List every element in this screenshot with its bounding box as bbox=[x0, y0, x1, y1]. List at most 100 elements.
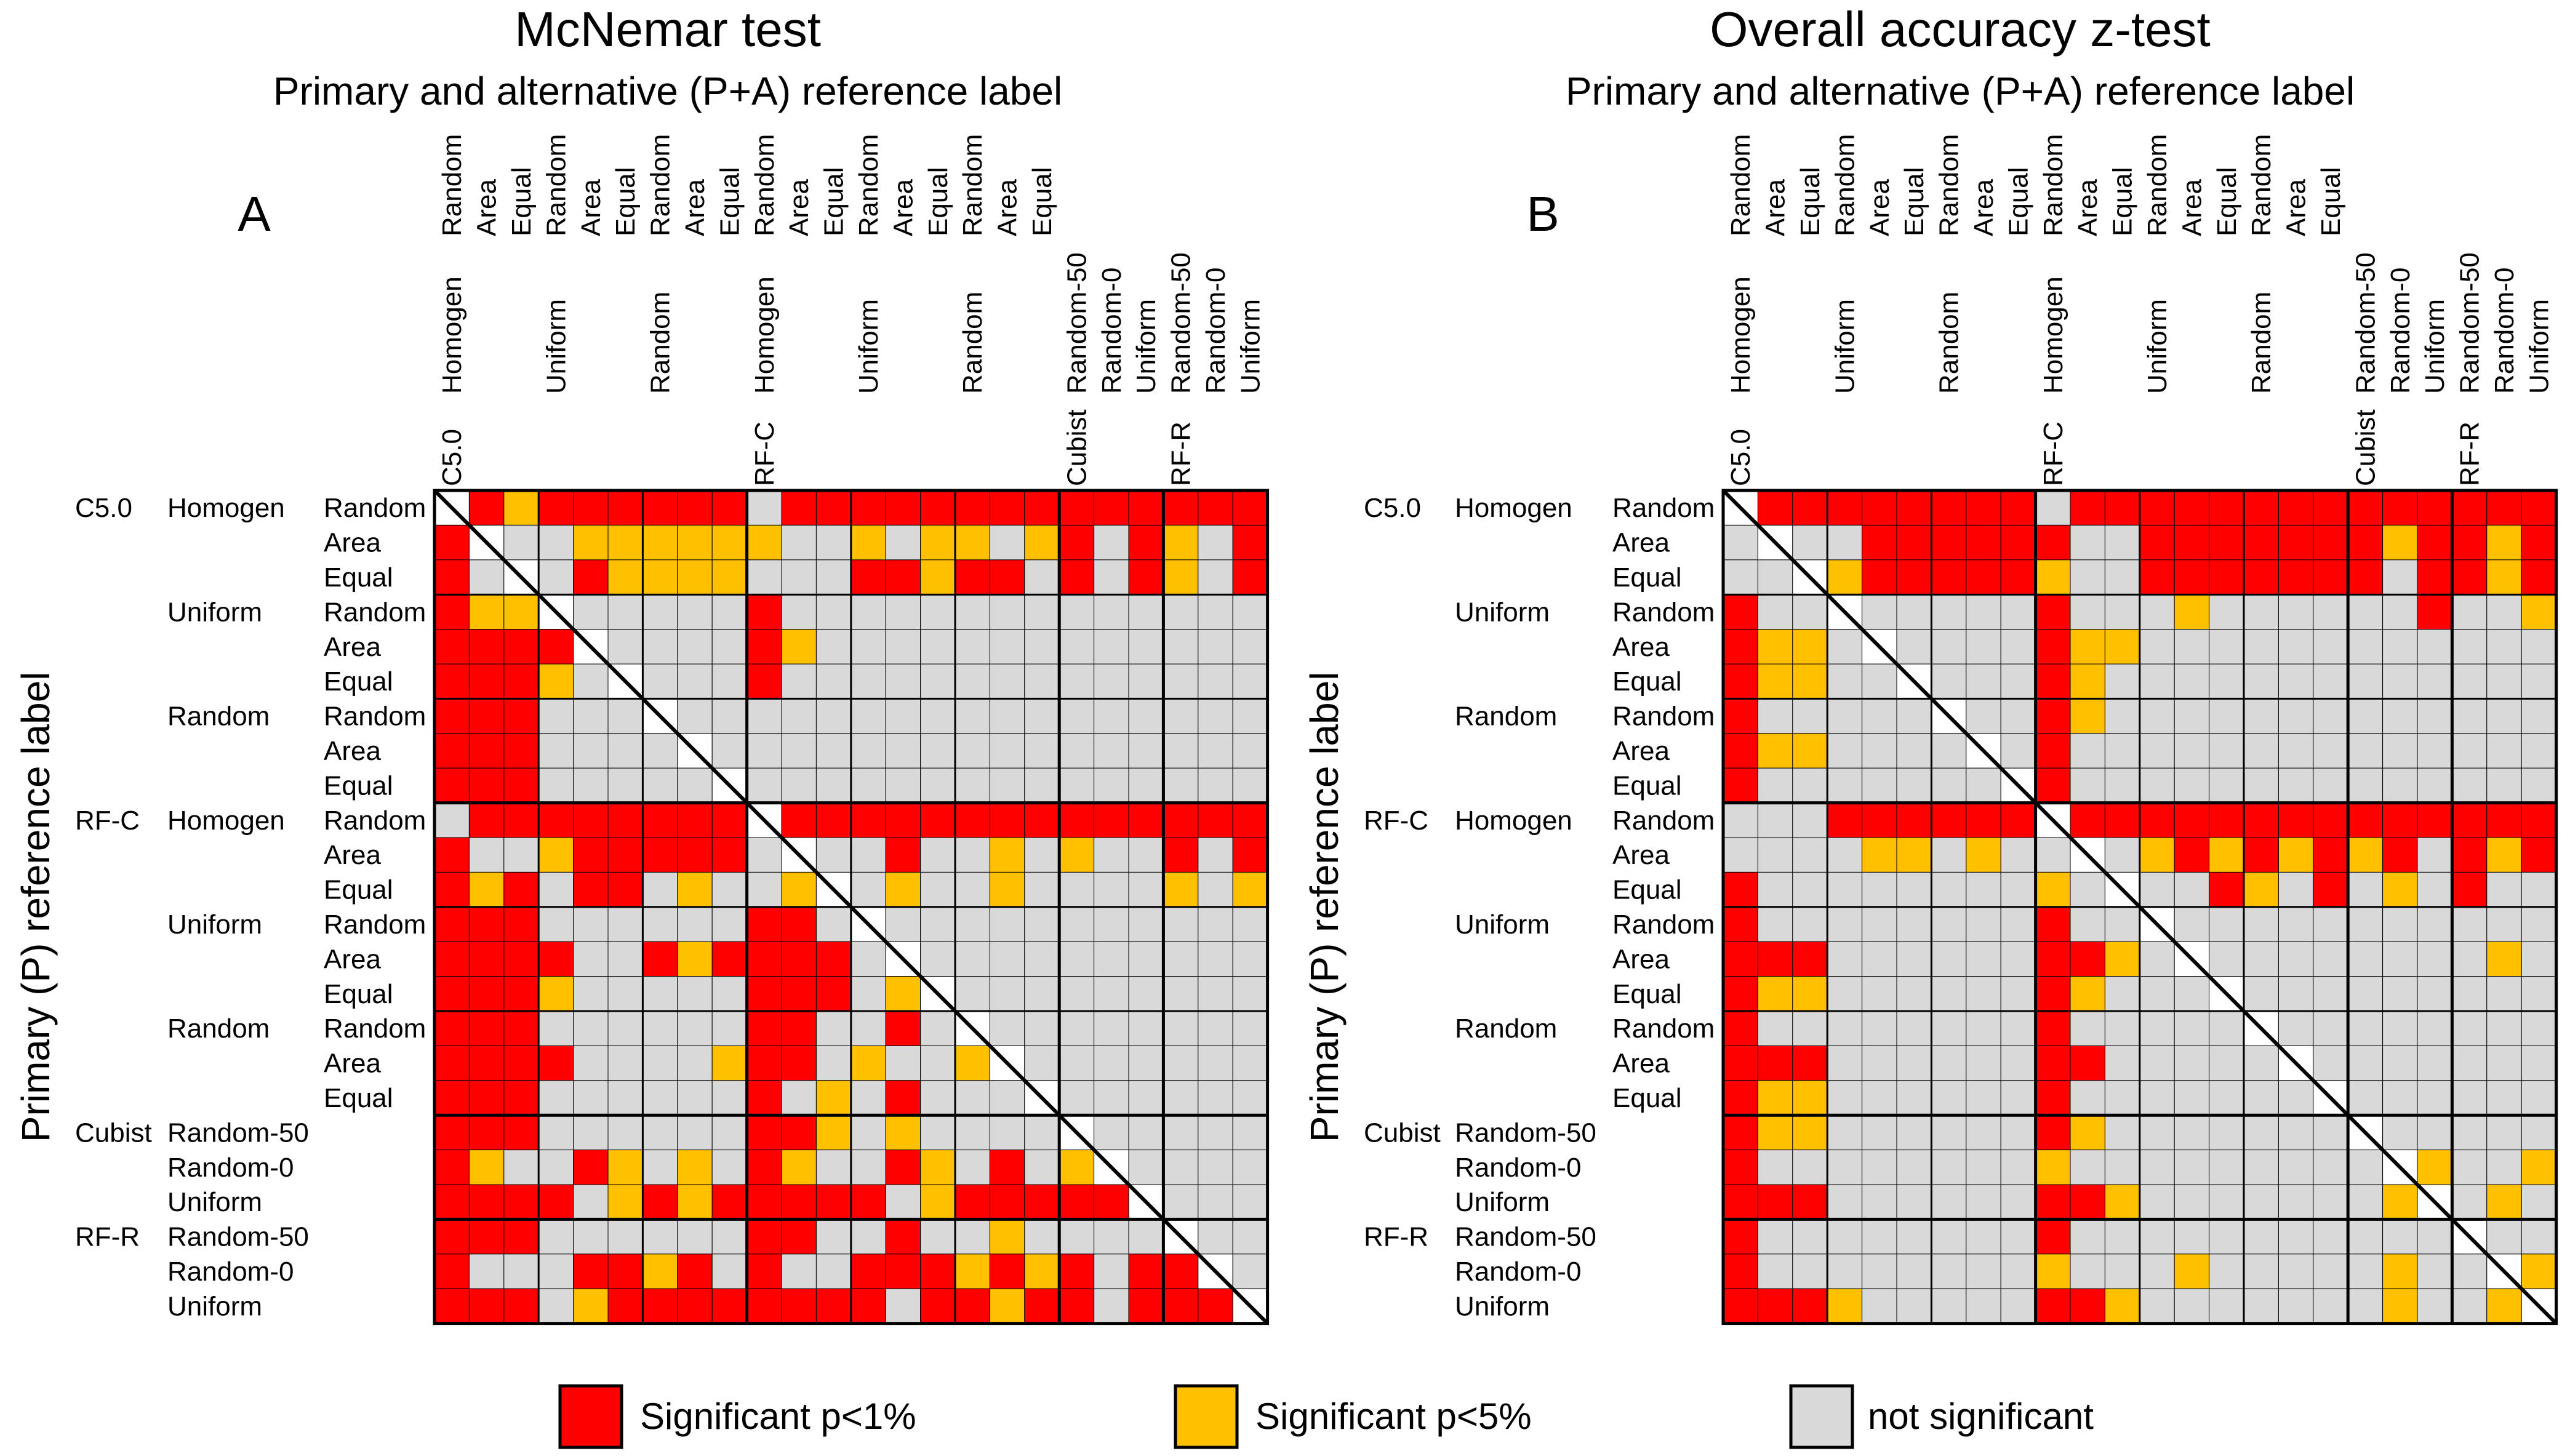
heatmap-cell bbox=[503, 524, 539, 561]
heatmap-cell bbox=[989, 594, 1025, 630]
column-allocation-label: Equal bbox=[2212, 167, 2242, 236]
heatmap-cell bbox=[2313, 1218, 2348, 1255]
heatmap-cell bbox=[1128, 941, 1164, 977]
heatmap-cell bbox=[885, 871, 921, 908]
heatmap-cell bbox=[2174, 524, 2210, 561]
heatmap-cell bbox=[538, 1010, 574, 1046]
heatmap-cell bbox=[1163, 976, 1199, 1012]
heatmap-cell bbox=[1024, 1184, 1060, 1220]
heatmap-cell bbox=[677, 698, 713, 734]
heatmap-cell bbox=[1024, 871, 1060, 908]
heatmap-cell bbox=[2486, 906, 2522, 942]
heatmap-cell bbox=[1723, 802, 1758, 838]
heatmap-cell bbox=[2521, 767, 2557, 804]
heatmap-cell bbox=[2104, 976, 2140, 1012]
heatmap-cell bbox=[1723, 906, 1758, 942]
heatmap-cell bbox=[503, 733, 539, 769]
heatmap-cell bbox=[2486, 524, 2522, 561]
heatmap-cell bbox=[747, 490, 782, 526]
heatmap-cell bbox=[468, 802, 505, 838]
heatmap-cell bbox=[2486, 1288, 2522, 1324]
heatmap-cell bbox=[1198, 871, 1233, 908]
column-allocation-label: Random bbox=[1726, 134, 1756, 236]
heatmap-cell bbox=[2382, 941, 2418, 977]
heatmap-cell bbox=[434, 1010, 470, 1046]
heatmap-cell bbox=[1931, 906, 1967, 942]
heatmap-cell bbox=[2174, 698, 2210, 734]
heatmap-cell bbox=[1966, 837, 2001, 873]
heatmap-cell bbox=[1757, 1045, 1793, 1081]
heatmap-cell bbox=[503, 1045, 539, 1081]
column-allocation-label: Area bbox=[1865, 179, 1895, 236]
row-allocation-label: Area bbox=[1612, 840, 1670, 870]
heatmap-cell bbox=[1966, 1080, 2001, 1116]
heatmap-cell bbox=[2035, 594, 2071, 630]
heatmap-cell bbox=[1059, 1010, 1095, 1046]
heatmap-cell bbox=[434, 594, 470, 630]
heatmap-cell bbox=[1198, 1045, 1233, 1081]
heatmap-cell bbox=[1966, 629, 2001, 665]
heatmap-cell bbox=[1163, 1114, 1199, 1151]
heatmap-cell bbox=[2313, 802, 2348, 838]
heatmap-cell bbox=[607, 1114, 643, 1151]
heatmap-cell bbox=[434, 1184, 470, 1220]
heatmap-cell bbox=[2104, 1114, 2140, 1151]
column-allocation-label: Random bbox=[958, 134, 988, 236]
row-sampling-label: Random-50 bbox=[1455, 1118, 1596, 1148]
heatmap-cell bbox=[1792, 976, 1828, 1012]
heatmap-cell bbox=[2104, 906, 2140, 942]
heatmap-cell bbox=[573, 524, 609, 561]
heatmap-cell bbox=[815, 1080, 852, 1116]
heatmap-cell bbox=[2521, 524, 2557, 561]
heatmap-cell bbox=[1198, 594, 1233, 630]
heatmap-cell bbox=[1827, 698, 1863, 734]
heatmap-cell bbox=[2243, 733, 2279, 769]
heatmap-cell bbox=[2104, 1254, 2140, 1289]
heatmap-cell bbox=[1896, 976, 1932, 1012]
heatmap-cell bbox=[2035, 559, 2071, 595]
column-model-label: C5.0 bbox=[1726, 429, 1756, 486]
row-sampling-label: Uniform bbox=[167, 597, 262, 627]
column-allocation-label: Random bbox=[1830, 134, 1860, 236]
heatmap-cell bbox=[989, 976, 1025, 1012]
column-model-label: RF-C bbox=[750, 422, 780, 486]
heatmap-cell bbox=[2035, 1080, 2071, 1116]
heatmap-cell bbox=[1198, 906, 1233, 942]
heatmap-cell bbox=[2139, 1114, 2175, 1151]
heatmap-cell bbox=[1059, 767, 1095, 804]
heatmap-cell bbox=[607, 698, 643, 734]
diagonal-line bbox=[1721, 489, 2558, 1325]
heatmap-cell bbox=[747, 871, 782, 908]
heatmap-cell bbox=[434, 906, 470, 942]
heatmap-cell bbox=[1232, 941, 1268, 977]
heatmap-cell bbox=[747, 837, 782, 873]
heatmap-cell bbox=[2451, 1288, 2488, 1324]
heatmap-cell bbox=[1966, 802, 2001, 838]
row-sampling-label: Random-50 bbox=[167, 1118, 309, 1148]
heatmap-cell bbox=[2139, 1045, 2175, 1081]
heatmap-cell bbox=[920, 629, 956, 665]
heatmap-cell bbox=[677, 1010, 713, 1046]
heatmap-cell bbox=[2278, 976, 2314, 1012]
heatmap-cell bbox=[1757, 1010, 1793, 1046]
heatmap-cell bbox=[2278, 594, 2314, 630]
heatmap-cell bbox=[2174, 871, 2210, 908]
heatmap-cell bbox=[468, 663, 505, 699]
heatmap-cell bbox=[2278, 1150, 2314, 1185]
heatmap-cell bbox=[1024, 767, 1060, 804]
heatmap-cell bbox=[1128, 837, 1164, 873]
heatmap-cell bbox=[434, 1218, 470, 1255]
heatmap-cell bbox=[1232, 976, 1268, 1012]
heatmap-cell bbox=[1792, 1010, 1828, 1046]
heatmap-cell bbox=[642, 1114, 678, 1151]
heatmap-cell bbox=[747, 1080, 782, 1116]
heatmap-cell bbox=[2243, 1150, 2279, 1185]
heatmap-cell bbox=[1827, 767, 1863, 804]
heatmap-cell bbox=[815, 1150, 852, 1185]
heatmap-cell bbox=[1059, 663, 1095, 699]
heatmap-cell bbox=[989, 1010, 1025, 1046]
heatmap-cell bbox=[2382, 976, 2418, 1012]
row-allocation-label: Area bbox=[324, 528, 381, 558]
column-allocation-label: Area bbox=[888, 179, 918, 236]
heatmap-cell bbox=[2000, 524, 2036, 561]
